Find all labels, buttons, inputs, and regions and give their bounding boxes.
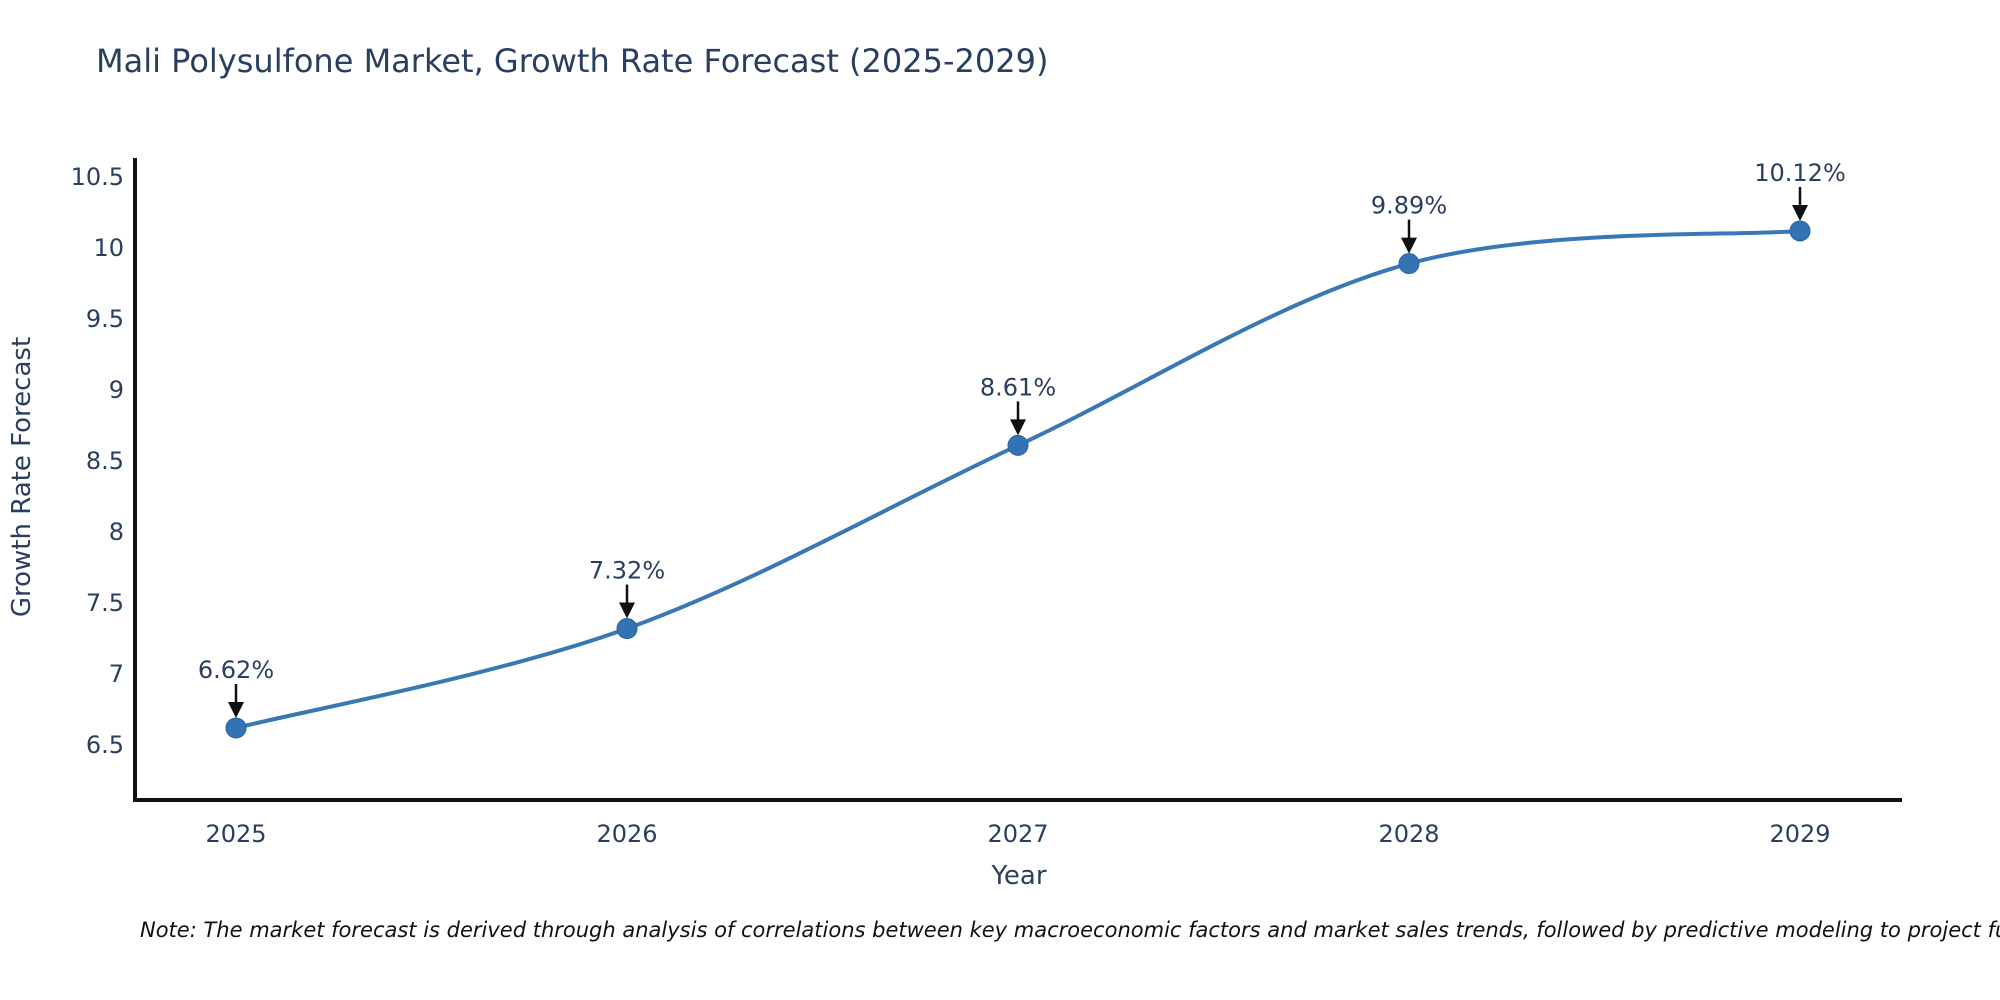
axes-layer: 6.5 7 7.5 8 8.5 9 9.5 10 10.5 2025 2026 2027 2028 202… (71, 158, 1902, 848)
x-tick-label: 2027 (987, 820, 1048, 848)
annotation-2029: 10.12% (1754, 159, 1846, 221)
annotation-arrowhead (1792, 204, 1808, 221)
chart-title: Mali Polysulfone Market, Growth Rate For… (96, 42, 1049, 80)
x-tick-label: 2026 (596, 820, 657, 848)
x-axis-title: Year (990, 861, 1046, 891)
annotation-arrowhead (1401, 237, 1417, 254)
annotation-2028: 9.89% (1371, 192, 1447, 254)
forecast-line (234, 228, 1802, 730)
footnote: Note: The market forecast is derived thr… (140, 918, 2000, 942)
y-tick-label: 8 (109, 518, 124, 546)
annotation-arrowhead (619, 602, 635, 619)
data-point-2028[interactable] (1398, 253, 1420, 275)
data-label: 9.89% (1371, 192, 1447, 220)
y-tick-label: 9.5 (86, 305, 124, 333)
y-tick-label: 7 (109, 660, 124, 688)
data-label: 10.12% (1754, 159, 1846, 187)
y-tick-label: 10 (93, 234, 124, 262)
data-point-2029[interactable] (1789, 220, 1811, 242)
y-tick-label: 9 (109, 376, 124, 404)
annotation-2025: 6.62% (198, 656, 274, 718)
x-tick-label: 2028 (1378, 820, 1439, 848)
x-tick-label: 2029 (1769, 820, 1830, 848)
annotation-arrowhead (1010, 419, 1026, 436)
annotation-2027: 8.61% (980, 373, 1056, 436)
x-tick-label: 2025 (205, 820, 266, 848)
annotation-arrowhead (228, 701, 244, 718)
y-tick-label: 10.5 (71, 163, 124, 191)
y-tick-label: 8.5 (86, 447, 124, 475)
y-tick-label: 6.5 (86, 731, 124, 759)
data-label: 7.32% (589, 557, 665, 585)
series-layer (225, 220, 1811, 739)
data-point-2027[interactable] (1007, 434, 1029, 456)
y-axis-title: Growth Rate Forecast (7, 337, 37, 617)
annotation-2026: 7.32% (589, 557, 665, 619)
data-point-2025[interactable] (225, 717, 247, 739)
data-label: 6.62% (198, 656, 274, 684)
data-label: 8.61% (980, 373, 1056, 401)
annotation-layer: 6.62% 7.32% 8.61% 9.89% 10.12% (198, 159, 1846, 718)
data-point-2026[interactable] (616, 618, 638, 640)
y-tick-label: 7.5 (86, 589, 124, 617)
